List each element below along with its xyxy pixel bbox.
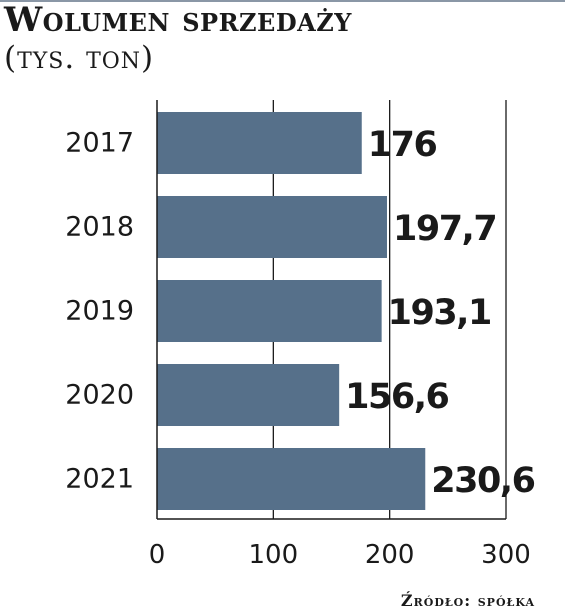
x-tick-label-0: 0	[149, 540, 166, 570]
x-tick-label-100: 100	[249, 540, 299, 570]
top-rule	[0, 0, 565, 2]
bar-2017	[157, 112, 362, 174]
value-label-2017: 176	[368, 125, 437, 165]
bar-2018	[157, 196, 387, 258]
category-label-2019: 2019	[65, 296, 134, 327]
bar-chart: 2017 2018 2019 2020 2021 176 197,7 193,1 156,6 23…	[65, 100, 536, 570]
value-label-2018: 197,7	[393, 209, 496, 249]
x-tick-label-200: 200	[365, 540, 415, 570]
value-label-2020: 156,6	[345, 377, 448, 417]
value-label-2021: 230,6	[431, 461, 534, 501]
bar-2019	[157, 280, 382, 342]
chart-title: Wolumen sprzedaży	[4, 0, 352, 40]
bar-2020	[157, 364, 340, 426]
source-note: Źródło: spółka	[400, 591, 535, 610]
category-label-2018: 2018	[65, 212, 134, 243]
chart-subtitle: (tys. ton)	[4, 40, 155, 76]
category-label-2020: 2020	[65, 380, 134, 411]
category-label-2021: 2021	[65, 464, 134, 495]
category-label-2017: 2017	[65, 128, 134, 159]
value-label-2019: 193,1	[388, 293, 491, 333]
bar-2021	[157, 448, 426, 510]
x-tick-label-300: 300	[481, 540, 531, 570]
